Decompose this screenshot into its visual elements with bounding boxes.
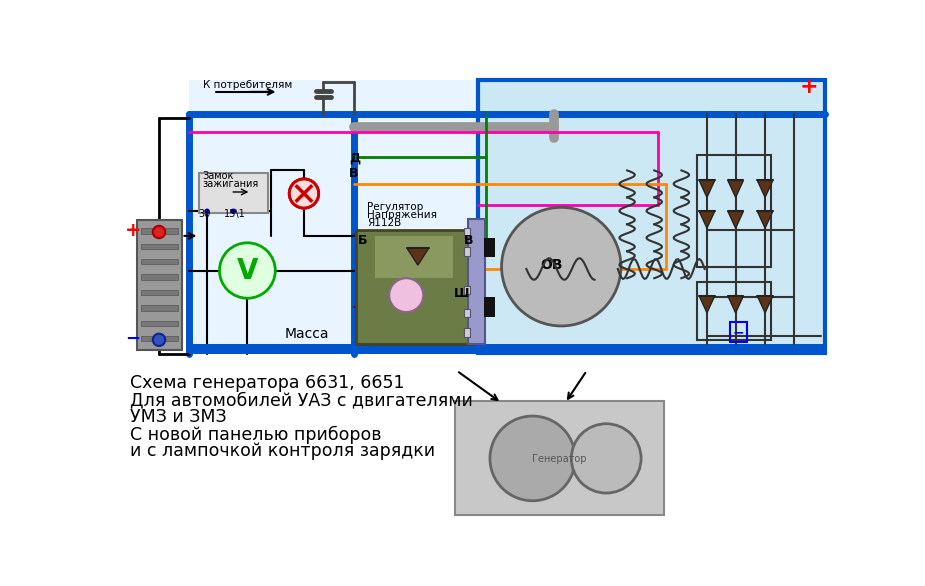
Text: −: − <box>733 325 744 339</box>
Bar <box>463 286 470 294</box>
Text: Ш: Ш <box>454 288 470 301</box>
Text: Напряжения: Напряжения <box>367 210 438 220</box>
Bar <box>463 228 470 237</box>
Polygon shape <box>728 211 744 228</box>
Circle shape <box>230 209 236 214</box>
Text: Для автомобилей УАЗ с двигателями: Для автомобилей УАЗ с двигателями <box>130 391 473 410</box>
Bar <box>142 336 178 342</box>
Bar <box>484 298 495 316</box>
Bar <box>697 155 771 267</box>
Bar <box>142 289 178 295</box>
Text: Б: Б <box>357 234 367 247</box>
Text: УМЗ и ЗМЗ: УМЗ и ЗМЗ <box>130 408 227 427</box>
Polygon shape <box>407 248 428 265</box>
Circle shape <box>490 416 575 501</box>
Bar <box>478 80 825 353</box>
Bar <box>190 80 480 353</box>
Bar <box>142 259 178 264</box>
Text: К потребителям: К потребителям <box>204 80 292 90</box>
Text: В: В <box>463 234 473 247</box>
Bar <box>142 321 178 326</box>
Text: Регулятор: Регулятор <box>367 202 424 213</box>
Bar <box>468 219 486 345</box>
Text: В: В <box>349 166 358 179</box>
Bar <box>356 230 475 343</box>
Circle shape <box>153 226 166 238</box>
Polygon shape <box>758 296 772 313</box>
Circle shape <box>572 424 641 493</box>
Text: +: + <box>800 77 819 97</box>
Circle shape <box>204 209 210 214</box>
Text: Генератор: Генератор <box>533 454 587 464</box>
Text: Я112В: Я112В <box>367 218 401 228</box>
Text: 30: 30 <box>199 209 211 219</box>
Text: 15\1: 15\1 <box>224 209 246 219</box>
Circle shape <box>153 333 166 346</box>
Bar <box>142 274 178 280</box>
Text: ОВ: ОВ <box>540 258 562 272</box>
Polygon shape <box>728 180 744 197</box>
Bar <box>376 236 452 278</box>
Bar <box>190 343 825 354</box>
Text: зажигания: зажигания <box>203 179 259 189</box>
Text: Масса: Масса <box>285 326 329 340</box>
Bar <box>697 282 771 340</box>
Text: и с лампочкой контроля зарядки: и с лампочкой контроля зарядки <box>130 442 435 460</box>
Bar <box>463 247 470 256</box>
Text: Д: Д <box>349 151 360 164</box>
Polygon shape <box>699 180 715 197</box>
Polygon shape <box>728 296 744 313</box>
Circle shape <box>290 179 319 208</box>
Polygon shape <box>758 211 772 228</box>
Bar <box>142 228 178 234</box>
Text: V: V <box>237 257 258 285</box>
Bar <box>463 309 470 318</box>
Circle shape <box>501 207 621 326</box>
Polygon shape <box>758 180 772 197</box>
Bar <box>142 305 178 311</box>
Bar <box>484 238 495 257</box>
Bar <box>455 401 664 515</box>
Text: Схема генератора 6631, 6651: Схема генератора 6631, 6651 <box>130 374 404 393</box>
Polygon shape <box>699 211 715 228</box>
Circle shape <box>219 243 276 298</box>
Circle shape <box>389 278 424 312</box>
Bar <box>137 220 181 350</box>
Polygon shape <box>699 296 715 313</box>
Bar <box>463 328 470 337</box>
Text: −: − <box>125 330 140 347</box>
Bar <box>199 173 268 213</box>
Text: +: + <box>125 221 142 240</box>
Bar <box>142 244 178 249</box>
Text: Замок: Замок <box>203 171 234 181</box>
Text: С новой панелью приборов: С новой панелью приборов <box>130 425 381 444</box>
